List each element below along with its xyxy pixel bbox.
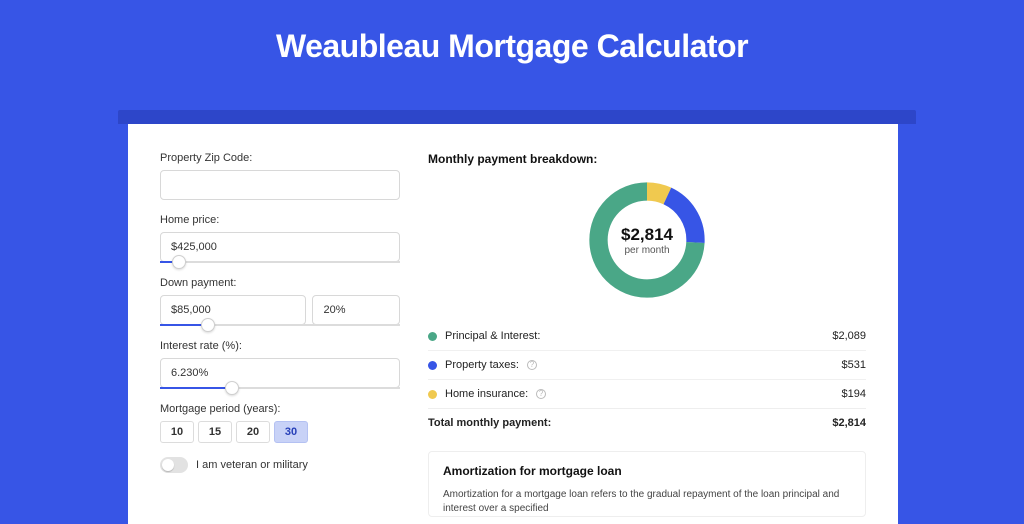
- legend-label: Principal & Interest:: [445, 330, 540, 342]
- amortization-card: Amortization for mortgage loan Amortizat…: [428, 451, 866, 517]
- zip-field-group: Property Zip Code:: [160, 152, 400, 200]
- panel-backdrop: [118, 110, 916, 124]
- veteran-label: I am veteran or military: [196, 459, 308, 471]
- period-option-10[interactable]: 10: [160, 421, 194, 443]
- period-label: Mortgage period (years):: [160, 403, 400, 415]
- donut-chart-wrap: $2,814 per month: [428, 176, 866, 304]
- breakdown-total-row: Total monthly payment: $2,814: [428, 408, 866, 437]
- down-payment-label: Down payment:: [160, 277, 400, 289]
- donut-sub: per month: [624, 245, 669, 256]
- info-icon[interactable]: ?: [536, 389, 546, 399]
- interest-input[interactable]: [160, 358, 400, 388]
- donut-amount: $2,814: [621, 225, 673, 245]
- zip-input[interactable]: [160, 170, 400, 200]
- amortization-title: Amortization for mortgage loan: [443, 464, 851, 478]
- legend-row: Principal & Interest: $2,089: [428, 322, 866, 350]
- zip-label: Property Zip Code:: [160, 152, 400, 164]
- period-option-30[interactable]: 30: [274, 421, 308, 443]
- period-option-15[interactable]: 15: [198, 421, 232, 443]
- legend-dot: [428, 390, 437, 399]
- legend-dot: [428, 361, 437, 370]
- breakdown-legend: Principal & Interest: $2,089 Property taxe…: [428, 322, 866, 408]
- donut-chart: $2,814 per month: [583, 176, 711, 304]
- form-column: Property Zip Code: Home price: Down paym…: [160, 152, 400, 524]
- down-payment-percent-input[interactable]: [312, 295, 400, 325]
- period-option-20[interactable]: 20: [236, 421, 270, 443]
- period-options: 10152030: [160, 421, 400, 443]
- interest-slider-thumb[interactable]: [225, 381, 239, 395]
- calculator-panel: Property Zip Code: Home price: Down paym…: [128, 124, 898, 524]
- period-field-group: Mortgage period (years): 10152030: [160, 403, 400, 443]
- legend-label: Property taxes:: [445, 359, 519, 371]
- legend-row: Home insurance:? $194: [428, 379, 866, 408]
- down-payment-field-group: Down payment:: [160, 277, 400, 326]
- home-price-slider[interactable]: [160, 261, 400, 263]
- interest-slider-fill: [160, 387, 232, 389]
- veteran-toggle-knob: [162, 459, 174, 471]
- interest-label: Interest rate (%):: [160, 340, 400, 352]
- veteran-toggle[interactable]: [160, 457, 188, 473]
- home-price-label: Home price:: [160, 214, 400, 226]
- page-title: Weaubleau Mortgage Calculator: [0, 0, 1024, 91]
- donut-center: $2,814 per month: [583, 176, 711, 304]
- legend-amount: $2,089: [832, 330, 866, 342]
- home-price-slider-thumb[interactable]: [172, 255, 186, 269]
- home-price-input[interactable]: [160, 232, 400, 262]
- down-payment-slider[interactable]: [160, 324, 400, 326]
- legend-amount: $194: [842, 388, 866, 400]
- breakdown-title: Monthly payment breakdown:: [428, 152, 866, 166]
- down-payment-amount-input[interactable]: [160, 295, 306, 325]
- legend-row: Property taxes:? $531: [428, 350, 866, 379]
- veteran-toggle-row: I am veteran or military: [160, 457, 400, 473]
- legend-label: Home insurance:: [445, 388, 528, 400]
- home-price-field-group: Home price:: [160, 214, 400, 263]
- total-amount: $2,814: [832, 417, 866, 429]
- summary-column: Monthly payment breakdown: $2,814 per mo…: [428, 152, 866, 524]
- interest-field-group: Interest rate (%):: [160, 340, 400, 389]
- interest-slider[interactable]: [160, 387, 400, 389]
- total-label: Total monthly payment:: [428, 417, 551, 429]
- legend-dot: [428, 332, 437, 341]
- down-payment-slider-thumb[interactable]: [201, 318, 215, 332]
- info-icon[interactable]: ?: [527, 360, 537, 370]
- legend-amount: $531: [842, 359, 866, 371]
- page: Weaubleau Mortgage Calculator Property Z…: [0, 0, 1024, 512]
